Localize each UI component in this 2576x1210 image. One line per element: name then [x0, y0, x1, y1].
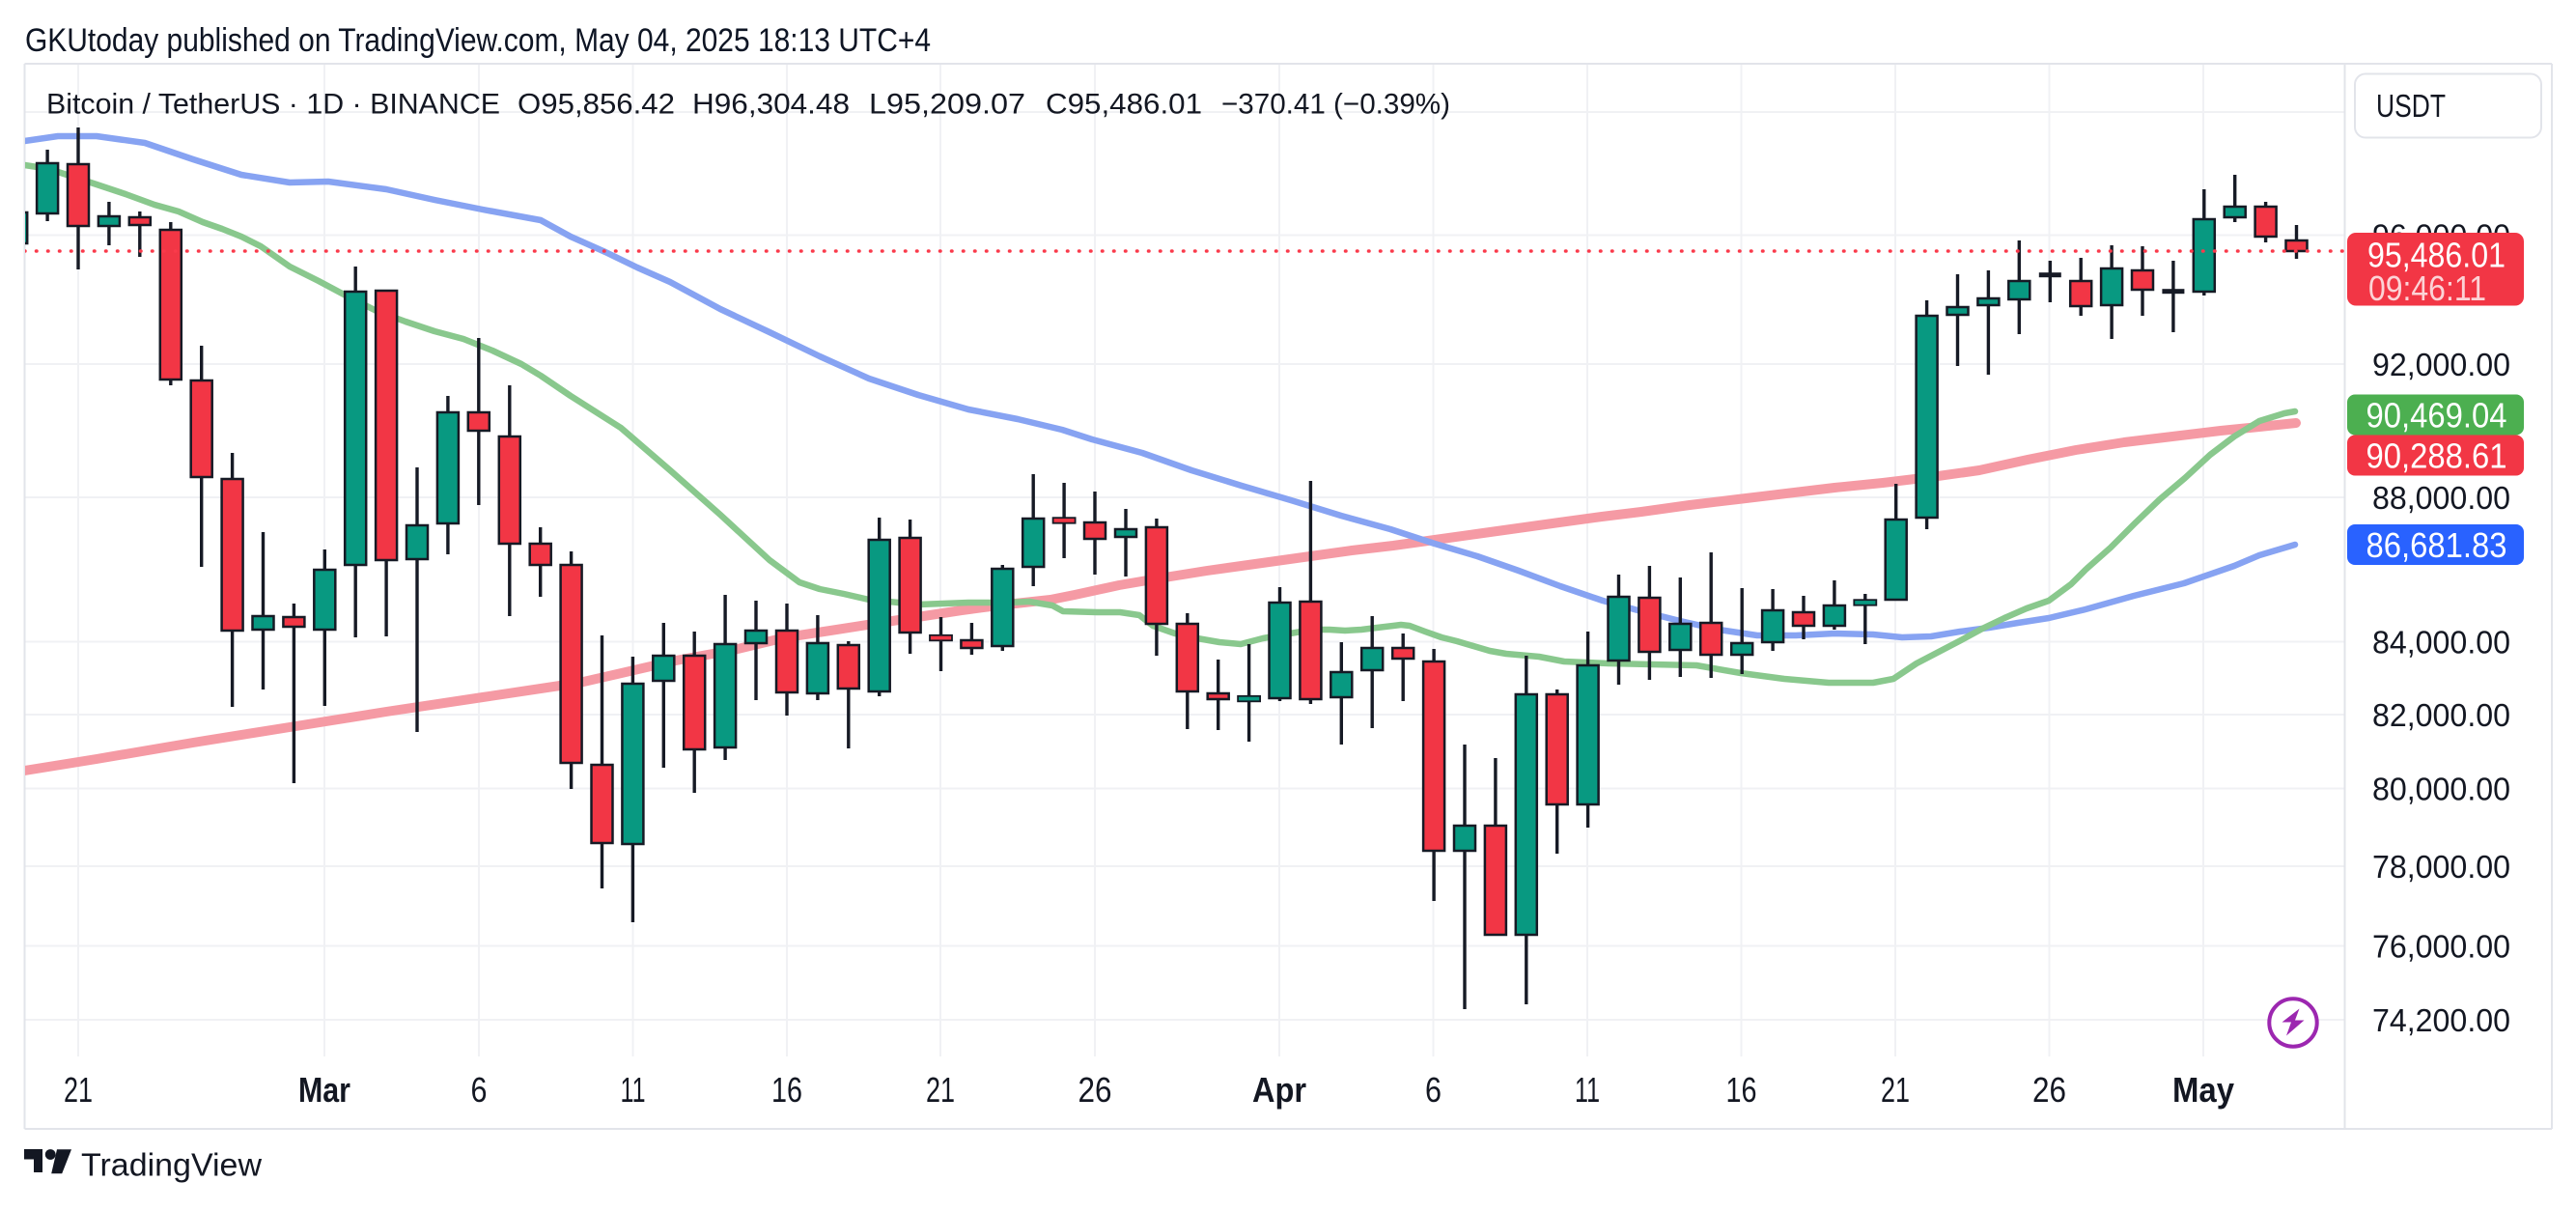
svg-text:Bitcoin / TetherUS · 1D · BINA: Bitcoin / TetherUS · 1D · BINANCE: [46, 89, 500, 121]
svg-text:L95,209.07: L95,209.07: [869, 89, 1025, 121]
svg-text:21: 21: [926, 1070, 955, 1110]
svg-text:11: 11: [1575, 1070, 1600, 1110]
svg-text:Mar: Mar: [298, 1070, 350, 1110]
svg-text:C95,486.01: C95,486.01: [1046, 89, 1202, 121]
svg-text:6: 6: [1425, 1070, 1442, 1110]
svg-text:84,000.00: 84,000.00: [2372, 624, 2510, 660]
svg-text:95,486.01: 95,486.01: [2367, 236, 2506, 275]
svg-text:76,000.00: 76,000.00: [2372, 928, 2510, 964]
svg-text:92,000.00: 92,000.00: [2372, 347, 2510, 382]
svg-text:26: 26: [2032, 1070, 2066, 1110]
svg-text:82,000.00: 82,000.00: [2372, 697, 2510, 733]
svg-text:21: 21: [1881, 1070, 1910, 1110]
svg-text:11: 11: [621, 1070, 646, 1110]
svg-text:6: 6: [471, 1070, 488, 1110]
svg-text:09:46:11: 09:46:11: [2368, 268, 2486, 308]
svg-text:O95,856.42: O95,856.42: [518, 89, 675, 121]
svg-text:78,000.00: 78,000.00: [2372, 849, 2510, 885]
svg-text:80,000.00: 80,000.00: [2372, 771, 2510, 806]
svg-text:16: 16: [1726, 1070, 1757, 1110]
svg-text:May: May: [2172, 1070, 2234, 1110]
svg-text:−370.41 (−0.39%): −370.41 (−0.39%): [1221, 89, 1450, 121]
svg-text:GKUtoday published on TradingV: GKUtoday published on TradingView.com, M…: [25, 22, 931, 59]
svg-text:26: 26: [1078, 1070, 1112, 1110]
svg-text:86,681.83: 86,681.83: [2366, 525, 2507, 565]
svg-text:21: 21: [64, 1070, 93, 1110]
svg-text:90,469.04: 90,469.04: [2366, 396, 2507, 436]
svg-text:USDT: USDT: [2376, 88, 2446, 124]
svg-text:TradingView: TradingView: [81, 1147, 262, 1183]
svg-text:88,000.00: 88,000.00: [2372, 480, 2510, 516]
svg-text:Apr: Apr: [1252, 1070, 1306, 1110]
svg-text:90,288.61: 90,288.61: [2366, 436, 2507, 476]
svg-text:74,200.00: 74,200.00: [2372, 1002, 2510, 1038]
svg-text:H96,304.48: H96,304.48: [692, 89, 850, 121]
svg-text:16: 16: [771, 1070, 802, 1110]
